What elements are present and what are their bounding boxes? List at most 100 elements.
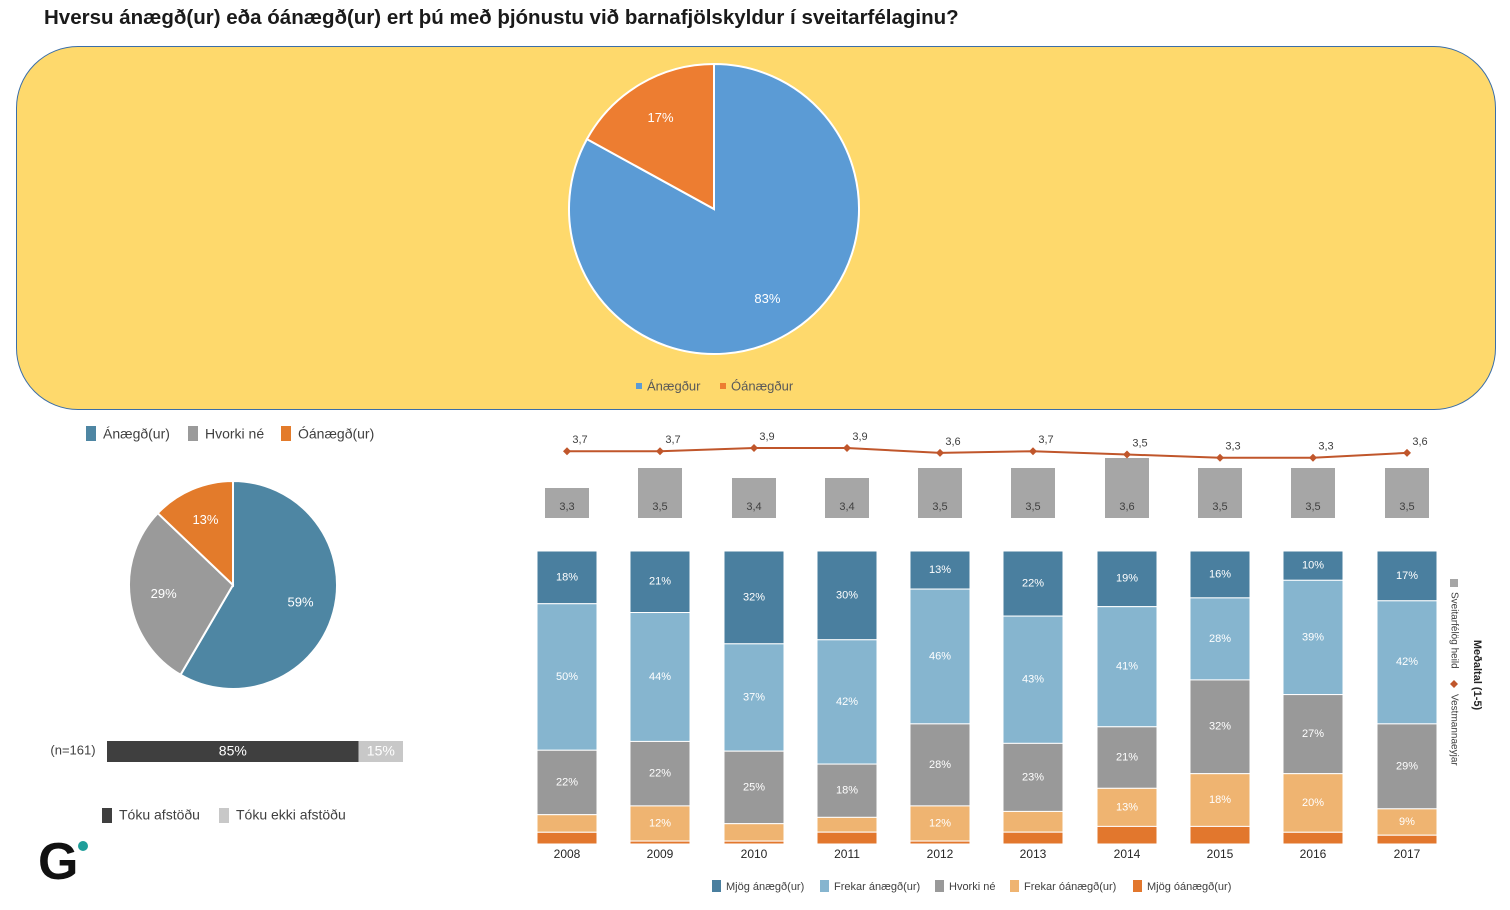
top-pie-legend-oan-g-ur: Óánægður bbox=[731, 378, 794, 393]
stacked-bar-2011-frekar-an-g-ur bbox=[816, 639, 878, 765]
stacked-label-2009-hvorki-ne: 22% bbox=[649, 768, 671, 780]
stacked-year-label-2014: 2014 bbox=[1114, 847, 1141, 861]
mean-line-label-2012: 3,6 bbox=[945, 436, 960, 448]
top-pie-legend-an-g-ur: Ánægður bbox=[647, 378, 701, 393]
stacked-bar-2012-mjog-oan-g-ur bbox=[909, 840, 971, 845]
stacked-label-2016-frekar-oan-g-ur: 20% bbox=[1302, 797, 1324, 809]
response-legend-swatch-toku-ekki-afsto-u bbox=[219, 808, 229, 823]
mean-legend-vestmannaeyjar: Vestmannaeyjar bbox=[1448, 694, 1459, 766]
stacked-bar-2010-frekar-oan-g-ur bbox=[723, 823, 785, 842]
stacked-label-2011-frekar-an-g-ur: 42% bbox=[836, 696, 858, 708]
mean-legend-swatch-vestmannaeyjar bbox=[1450, 680, 1458, 688]
stacked-year-label-2008: 2008 bbox=[554, 847, 581, 861]
stacked-label-2013-hvorki-ne: 23% bbox=[1022, 771, 1044, 783]
mean-bar-label-2011: 3,4 bbox=[839, 501, 854, 513]
stacked-label-2011-mjog-an-g-ur: 30% bbox=[836, 589, 858, 601]
stacked-label-2008-mjog-an-g-ur: 18% bbox=[556, 571, 578, 583]
stacked-bar-2009-frekar-an-g-ur bbox=[629, 612, 691, 742]
mean-bar-2008 bbox=[545, 488, 589, 518]
stacked-label-2010-frekar-an-g-ur: 37% bbox=[743, 691, 765, 703]
stacked-bar-2016-mjog-oan-g-ur bbox=[1282, 831, 1344, 845]
stacked-label-2014-frekar-oan-g-ur: 13% bbox=[1116, 801, 1138, 813]
stacked-legend-swatch-frekar-oan-g-ur bbox=[1010, 880, 1019, 892]
mean-bar-label-2010: 3,4 bbox=[746, 501, 761, 513]
stacked-year-label-2010: 2010 bbox=[741, 847, 768, 861]
stacked-label-2017-hvorki-ne: 29% bbox=[1396, 760, 1418, 772]
mean-bar-label-2009: 3,5 bbox=[652, 501, 667, 513]
stacked-bar-2011-frekar-oan-g-ur bbox=[816, 816, 878, 833]
mean-bar-2014 bbox=[1105, 458, 1149, 518]
mean-bar-label-2016: 3,5 bbox=[1305, 501, 1320, 513]
stacked-label-2013-frekar-an-g-ur: 43% bbox=[1022, 674, 1044, 686]
stacked-bar-2008-frekar-oan-g-ur bbox=[536, 814, 598, 833]
response-legend-toku-afsto-u: Tóku afstöðu bbox=[119, 807, 200, 823]
stacked-label-2008-frekar-an-g-ur: 50% bbox=[556, 671, 578, 683]
stacked-label-2015-hvorki-ne: 32% bbox=[1209, 721, 1231, 733]
stacked-label-2012-mjog-an-g-ur: 13% bbox=[929, 564, 951, 576]
stacked-bar-2012-frekar-an-g-ur bbox=[909, 588, 971, 725]
stacked-bar-2013-mjog-an-g-ur bbox=[1002, 550, 1064, 617]
stacked-label-2014-hvorki-ne: 21% bbox=[1116, 751, 1138, 763]
left-pie-legend-an-g-ur: Ánægð(ur) bbox=[103, 426, 170, 442]
stacked-bar-2009-mjog-oan-g-ur bbox=[629, 840, 691, 845]
stacked-legend-frekar-oan-g-ur: Frekar óánægð(ur) bbox=[1024, 881, 1116, 893]
stacked-bar-2011-mjog-oan-g-ur bbox=[816, 831, 878, 845]
stacked-bar-2011-mjog-an-g-ur bbox=[816, 550, 878, 641]
stacked-legend-swatch-mjog-oan-g-ur bbox=[1133, 880, 1142, 892]
stacked-bar-2017-frekar-oan-g-ur bbox=[1376, 808, 1438, 836]
mean-bar-label-2013: 3,5 bbox=[1025, 501, 1040, 513]
mean-line-point-2017 bbox=[1403, 448, 1411, 457]
mean-line-point-2011 bbox=[843, 444, 851, 453]
stacked-legend-swatch-mjog-an-g-ur bbox=[712, 880, 721, 892]
stacked-label-2017-frekar-oan-g-ur: 9% bbox=[1399, 816, 1415, 828]
left-pie-slice-hvorki-ne bbox=[128, 511, 235, 677]
top-pie-label-oan-g-ur: 17% bbox=[648, 110, 674, 125]
stacked-bar-2013-frekar-an-g-ur bbox=[1002, 615, 1064, 744]
stacked-bar-2014-mjog-an-g-ur bbox=[1096, 550, 1158, 608]
left-pie-slice-an-g-ur bbox=[179, 479, 338, 690]
stacked-label-2016-mjog-an-g-ur: 10% bbox=[1302, 560, 1324, 572]
stacked-label-2012-hvorki-ne: 28% bbox=[929, 759, 951, 771]
stacked-label-2015-frekar-oan-g-ur: 18% bbox=[1209, 794, 1231, 806]
stacked-year-label-2013: 2013 bbox=[1020, 847, 1047, 861]
mean-bar-label-2017: 3,5 bbox=[1399, 501, 1414, 513]
top-pie-legend-swatch-an-g-ur bbox=[636, 383, 642, 389]
stacked-bar-2016-frekar-oan-g-ur bbox=[1282, 773, 1344, 833]
stacked-bar-2015-hvorki-ne bbox=[1189, 679, 1251, 775]
stacked-bar-2008-hvorki-ne bbox=[536, 749, 598, 816]
stacked-label-2011-hvorki-ne: 18% bbox=[836, 785, 858, 797]
stacked-bar-2010-hvorki-ne bbox=[723, 750, 785, 825]
mean-line-label-2009: 3,7 bbox=[665, 434, 680, 446]
mean-line-point-2010 bbox=[750, 444, 758, 453]
stacked-legend-hvorki-ne: Hvorki né bbox=[949, 881, 995, 893]
stacked-label-2016-frekar-an-g-ur: 39% bbox=[1302, 631, 1324, 643]
stacked-bar-2012-frekar-oan-g-ur bbox=[909, 805, 971, 842]
stacked-label-2008-hvorki-ne: 22% bbox=[556, 776, 578, 788]
mean-bar-label-2012: 3,5 bbox=[932, 501, 947, 513]
mean-bar-2009 bbox=[638, 468, 682, 518]
mean-bar-2017 bbox=[1385, 468, 1429, 518]
mean-bar-label-2015: 3,5 bbox=[1212, 501, 1227, 513]
stacked-label-2009-frekar-oan-g-ur: 12% bbox=[649, 817, 671, 829]
mean-line-label-2017: 3,6 bbox=[1412, 436, 1427, 448]
response-legend-toku-ekki-afsto-u: Tóku ekki afstöðu bbox=[236, 807, 346, 823]
stacked-bar-2010-mjog-oan-g-ur bbox=[723, 840, 785, 845]
stacked-bar-2013-frekar-oan-g-ur bbox=[1002, 810, 1064, 833]
stacked-bar-2014-hvorki-ne bbox=[1096, 726, 1158, 789]
stacked-label-2012-frekar-oan-g-ur: 12% bbox=[929, 817, 951, 829]
stacked-label-2015-mjog-an-g-ur: 16% bbox=[1209, 568, 1231, 580]
stacked-label-2015-frekar-an-g-ur: 28% bbox=[1209, 633, 1231, 645]
mean-bar-2012 bbox=[918, 468, 962, 518]
stacked-bar-2014-mjog-oan-g-ur bbox=[1096, 825, 1158, 845]
stacked-year-label-2015: 2015 bbox=[1207, 847, 1234, 861]
stacked-label-2009-frekar-an-g-ur: 44% bbox=[649, 671, 671, 683]
stacked-bar-2012-hvorki-ne bbox=[909, 723, 971, 807]
stacked-bar-2015-mjog-an-g-ur bbox=[1189, 550, 1251, 599]
stacked-bar-2008-mjog-an-g-ur bbox=[536, 550, 598, 605]
left-pie-legend-swatch-hvorki-ne bbox=[188, 426, 198, 441]
stacked-bar-2017-frekar-an-g-ur bbox=[1376, 600, 1438, 725]
stacked-label-2016-hvorki-ne: 27% bbox=[1302, 728, 1324, 740]
gallup-logo: G bbox=[38, 833, 79, 891]
mean-line-point-2012 bbox=[936, 448, 944, 457]
